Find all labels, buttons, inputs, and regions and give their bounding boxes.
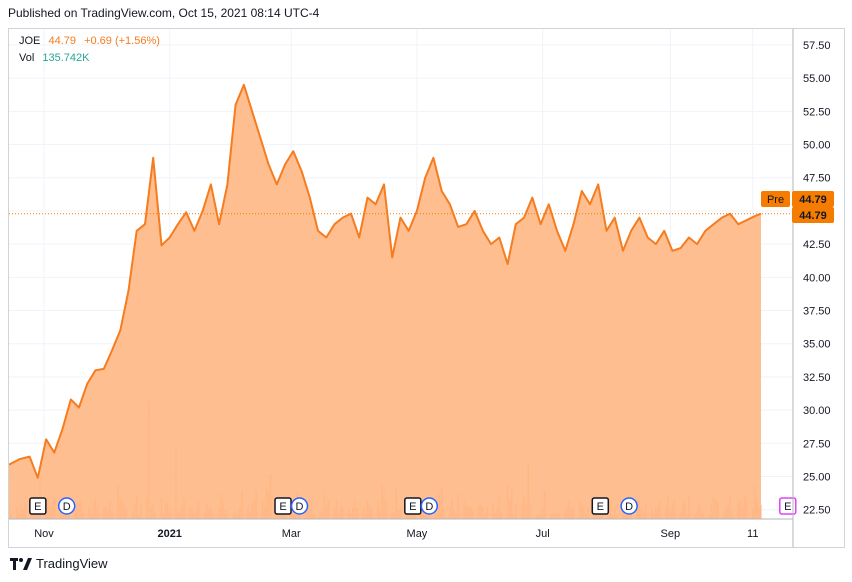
- price-line: [9, 83, 762, 479]
- dividend-marker-label: D: [63, 501, 71, 513]
- legend-price: 44.79: [48, 35, 76, 47]
- y-tick-label: 37.50: [803, 306, 831, 318]
- earnings-marker[interactable]: [591, 497, 610, 515]
- published-note: Published on TradingView.com, Oct 15, 20…: [8, 6, 320, 20]
- earnings-marker-label: E: [34, 501, 41, 513]
- dividend-marker[interactable]: [290, 497, 309, 515]
- pre-price-badge-text: 44.79: [799, 194, 827, 206]
- y-tick-label: 35.00: [803, 339, 831, 351]
- legend-symbol: JOE: [19, 35, 40, 47]
- price-axis[interactable]: 57.5055.0052.5050.0047.5045.0042.5040.00…: [803, 40, 831, 517]
- footer: TradingView: [10, 556, 108, 571]
- time-axis[interactable]: Nov 2021 Mar May Jul Sep 11: [34, 528, 758, 540]
- earnings-marker[interactable]: [779, 497, 797, 515]
- earnings-marker-label: E: [409, 501, 416, 513]
- y-tick-label: 40.00: [803, 272, 831, 284]
- legend-line-1: JOE 44.79 +0.69 (+1.56%): [19, 35, 160, 47]
- legend-vol-value: 135.742K: [42, 52, 90, 64]
- x-tick-label: 11: [747, 528, 758, 540]
- earnings-marker-label: E: [279, 501, 286, 513]
- last-price-badge: [792, 207, 834, 223]
- dividend-marker-label: D: [625, 501, 633, 513]
- price-area-fill: [9, 84, 761, 520]
- x-tick-label: 2021: [157, 528, 181, 540]
- legend-vol-label: Vol: [19, 52, 34, 64]
- y-tick-label: 42.50: [803, 239, 831, 251]
- dividend-marker-label: D: [425, 501, 433, 513]
- y-tick-label: 57.50: [803, 40, 831, 52]
- y-tick-label: 25.00: [803, 472, 831, 484]
- y-tick-label: 22.50: [803, 505, 831, 517]
- y-tick-label: 30.00: [803, 405, 831, 417]
- dividend-marker[interactable]: [620, 497, 638, 515]
- y-tick-label: 32.50: [803, 372, 831, 384]
- x-tick-label: Mar: [282, 528, 301, 540]
- price-badges: Pre 44.79 44.79: [761, 191, 834, 223]
- y-tick-label: 50.00: [803, 140, 831, 152]
- pre-badge-label: [761, 191, 790, 207]
- y-tick-label: 47.50: [803, 173, 831, 185]
- footer-brand: TradingView: [36, 556, 108, 571]
- pre-price-badge: [792, 191, 834, 207]
- y-tick-label: 27.50: [803, 438, 831, 450]
- pre-badge-label-text: Pre: [767, 194, 784, 206]
- price-area: [9, 83, 762, 520]
- legend-line-2: Vol 135.742K: [19, 52, 90, 64]
- earnings-marker-label: E: [597, 501, 604, 513]
- x-tick-label: May: [407, 528, 428, 540]
- earnings-marker-label: E: [784, 501, 791, 513]
- y-tick-label: 55.00: [803, 73, 831, 85]
- x-tick-label: Nov: [34, 528, 54, 540]
- tradingview-logo-icon: [10, 557, 32, 570]
- dividend-marker-label: D: [296, 501, 304, 513]
- chart-legend: JOE 44.79 +0.69 (+1.56%) Vol 135.742K: [19, 35, 160, 64]
- x-tick-label: Jul: [536, 528, 550, 540]
- earnings-marker[interactable]: [29, 497, 47, 515]
- x-tick-label: Sep: [661, 528, 681, 540]
- legend-change: +0.69 (+1.56%): [84, 35, 160, 47]
- dividend-marker[interactable]: [420, 497, 439, 515]
- dividend-marker[interactable]: [57, 497, 76, 515]
- last-price-badge-text: 44.79: [799, 210, 827, 222]
- y-tick-label: 52.50: [803, 106, 831, 118]
